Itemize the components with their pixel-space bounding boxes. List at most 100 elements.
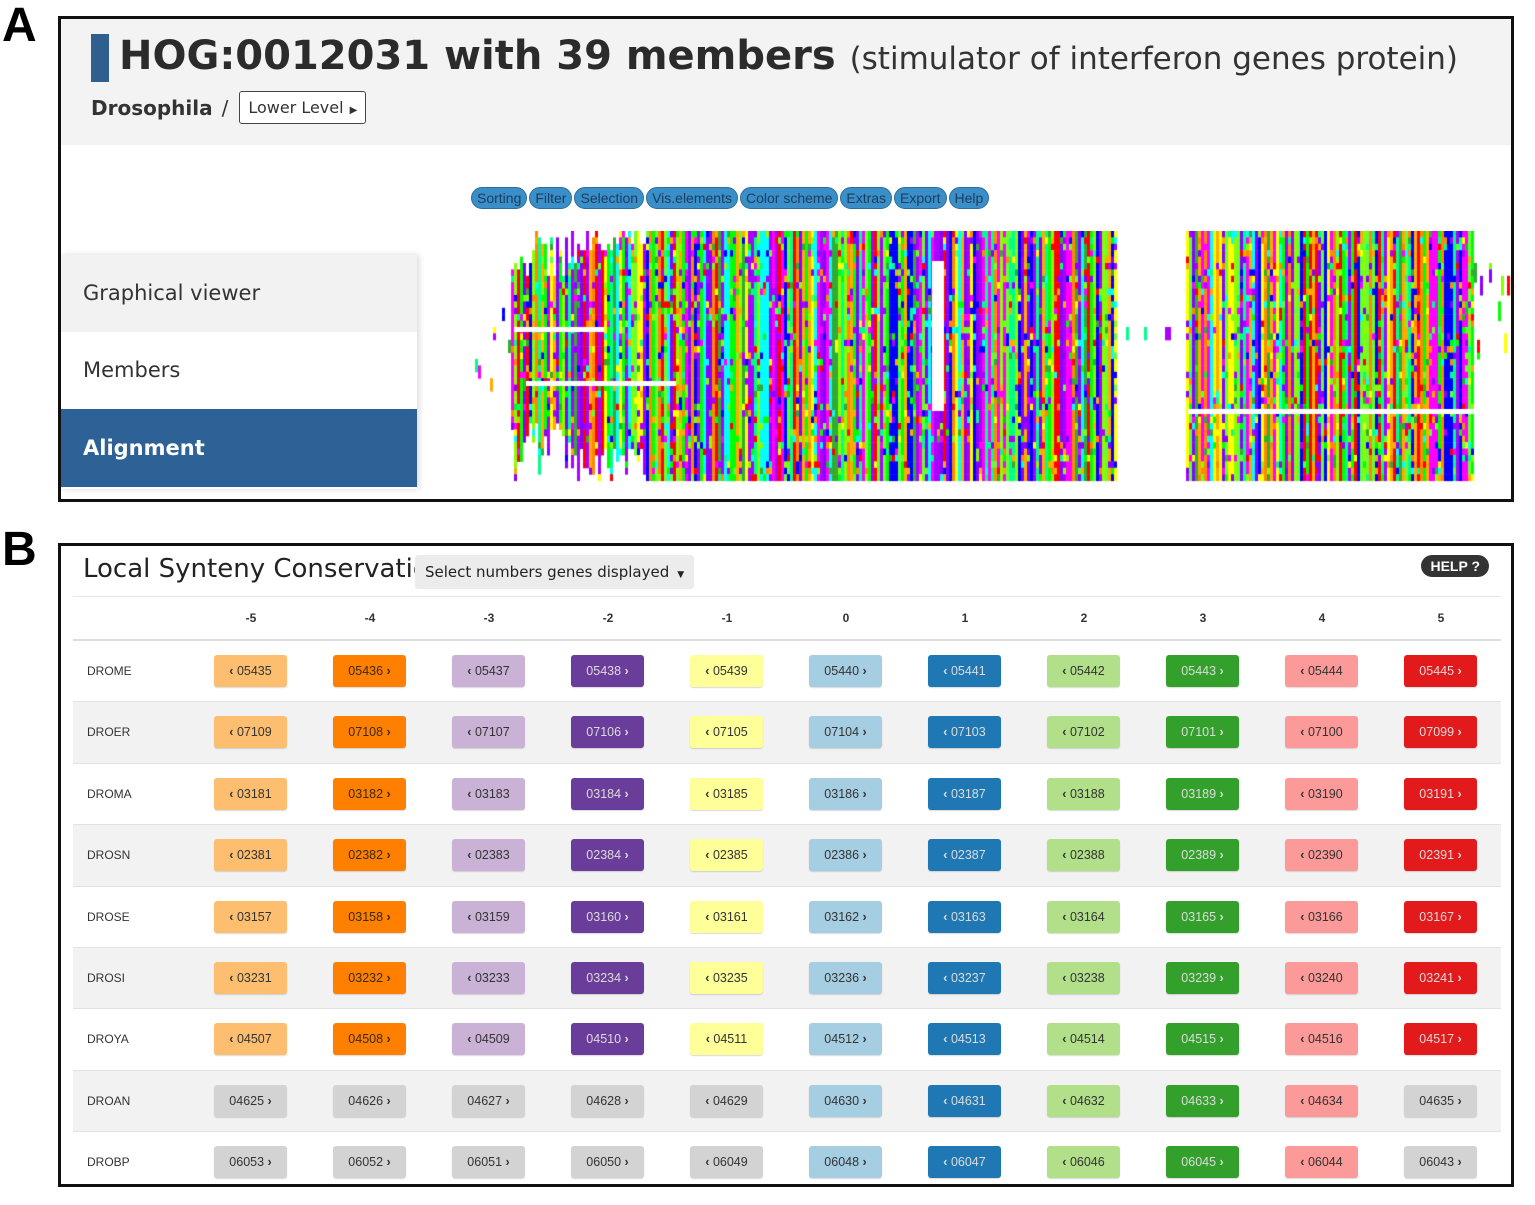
gene-button[interactable]: ‹ 03159 <box>452 900 525 933</box>
gene-button[interactable]: ‹ 05444 <box>1285 655 1358 687</box>
help-button[interactable]: Help <box>948 187 990 209</box>
gene-button[interactable]: ‹ 04516 <box>1285 1023 1358 1056</box>
gene-button[interactable]: ‹ 03238 <box>1047 961 1120 994</box>
gene-button[interactable]: ‹ 04513 <box>928 1023 1001 1056</box>
gene-count-select[interactable]: Select numbers genes displayed ▼ <box>415 555 695 589</box>
selection-button[interactable]: Selection <box>574 187 645 209</box>
gene-button[interactable]: ‹ 06046 <box>1047 1146 1120 1179</box>
gene-button[interactable]: 03241 › <box>1404 961 1477 994</box>
gene-button[interactable]: 03236 › <box>809 961 882 994</box>
gene-button[interactable]: ‹ 03188 <box>1047 777 1120 810</box>
gene-button[interactable]: ‹ 04634 <box>1285 1084 1358 1117</box>
gene-button[interactable]: ‹ 07103 <box>928 716 1001 749</box>
gene-button[interactable]: ‹ 03237 <box>928 961 1001 994</box>
gene-button[interactable]: 03232 › <box>333 961 406 994</box>
gene-button[interactable]: ‹ 07102 <box>1047 716 1120 749</box>
extras-button[interactable]: Extras <box>840 187 893 209</box>
color-scheme-button[interactable]: Color scheme <box>739 187 839 209</box>
gene-button[interactable]: 07101 › <box>1166 716 1239 749</box>
gene-button[interactable]: 04633 › <box>1166 1084 1239 1117</box>
gene-button[interactable]: 03167 › <box>1404 900 1477 933</box>
gene-button[interactable]: 07099 › <box>1404 716 1477 749</box>
gene-button[interactable]: 07104 › <box>809 716 882 749</box>
gene-button[interactable]: ‹ 04632 <box>1047 1084 1120 1117</box>
gene-button[interactable]: ‹ 06047 <box>928 1146 1001 1179</box>
gene-button[interactable]: ‹ 02388 <box>1047 839 1120 872</box>
gene-button[interactable]: ‹ 03187 <box>928 777 1001 810</box>
gene-button[interactable]: 04627 › <box>452 1084 525 1117</box>
gene-button[interactable]: 05443 › <box>1166 655 1239 687</box>
gene-button[interactable]: ‹ 02385 <box>690 839 763 872</box>
gene-button[interactable]: ‹ 02383 <box>452 839 525 872</box>
gene-button[interactable]: ‹ 06044 <box>1285 1146 1358 1179</box>
gene-button[interactable]: 03239 › <box>1166 961 1239 994</box>
gene-button[interactable]: ‹ 03181 <box>214 777 287 810</box>
gene-button[interactable]: ‹ 03163 <box>928 900 1001 933</box>
gene-button[interactable]: ‹ 04511 <box>690 1023 763 1056</box>
gene-button[interactable]: ‹ 06049 <box>690 1146 763 1179</box>
gene-button[interactable]: 04626 › <box>333 1084 406 1117</box>
gene-button[interactable]: 04517 › <box>1404 1023 1477 1056</box>
gene-button[interactable]: ‹ 07107 <box>452 716 525 749</box>
gene-button[interactable]: 02391 › <box>1404 839 1477 872</box>
gene-button[interactable]: 07106 › <box>571 716 644 749</box>
gene-button[interactable]: 06051 › <box>452 1146 525 1179</box>
gene-button[interactable]: ‹ 05442 <box>1047 655 1120 687</box>
gene-button[interactable]: ‹ 04631 <box>928 1084 1001 1117</box>
filter-button[interactable]: Filter <box>529 187 573 209</box>
gene-button[interactable]: 06043 › <box>1404 1146 1477 1179</box>
gene-button[interactable]: ‹ 03190 <box>1285 777 1358 810</box>
gene-button[interactable]: 06052 › <box>333 1146 406 1179</box>
gene-button[interactable]: ‹ 05439 <box>690 655 763 687</box>
gene-button[interactable]: 05436 › <box>333 655 406 687</box>
gene-button[interactable]: ‹ 02387 <box>928 839 1001 872</box>
gene-button[interactable]: ‹ 03183 <box>452 777 525 810</box>
gene-button[interactable]: 03182 › <box>333 777 406 810</box>
gene-button[interactable]: ‹ 05437 <box>452 655 525 687</box>
synteny-help-button[interactable]: HELP ? <box>1421 555 1489 577</box>
gene-button[interactable]: 05440 › <box>809 655 882 687</box>
gene-button[interactable]: 04512 › <box>809 1023 882 1056</box>
sorting-button[interactable]: Sorting <box>471 187 528 209</box>
gene-button[interactable]: ‹ 04514 <box>1047 1023 1120 1056</box>
alignment-overview[interactable] <box>466 231 1511 483</box>
gene-button[interactable]: ‹ 03235 <box>690 961 763 994</box>
gene-button[interactable]: 02382 › <box>333 839 406 872</box>
breadcrumb-taxon[interactable]: Drosophila <box>91 96 213 120</box>
vis-elements-button[interactable]: Vis.elements <box>646 187 738 209</box>
gene-button[interactable]: 03189 › <box>1166 777 1239 810</box>
gene-button[interactable]: ‹ 07109 <box>214 716 287 749</box>
gene-button[interactable]: 03165 › <box>1166 900 1239 933</box>
gene-button[interactable]: 02386 › <box>809 839 882 872</box>
gene-button[interactable]: 04508 › <box>333 1023 406 1056</box>
gene-button[interactable]: ‹ 04507 <box>214 1023 287 1056</box>
gene-button[interactable]: ‹ 07100 <box>1285 716 1358 749</box>
gene-button[interactable]: 03186 › <box>809 777 882 810</box>
gene-button[interactable]: ‹ 03157 <box>214 900 287 933</box>
lower-level-button[interactable]: Lower Level ▶ <box>239 91 367 124</box>
gene-button[interactable]: 06045 › <box>1166 1146 1239 1179</box>
gene-button[interactable]: ‹ 03233 <box>452 961 525 994</box>
gene-button[interactable]: 04630 › <box>809 1084 882 1117</box>
gene-button[interactable]: 03158 › <box>333 900 406 933</box>
gene-button[interactable]: 04635 › <box>1404 1084 1477 1117</box>
gene-button[interactable]: ‹ 03231 <box>214 961 287 994</box>
gene-button[interactable]: 06048 › <box>809 1146 882 1179</box>
gene-button[interactable]: ‹ 03161 <box>690 900 763 933</box>
tab-members[interactable]: Members <box>61 332 417 409</box>
tab-alignment[interactable]: Alignment <box>61 409 417 487</box>
gene-button[interactable]: ‹ 03166 <box>1285 900 1358 933</box>
gene-button[interactable]: 04628 › <box>571 1084 644 1117</box>
gene-button[interactable]: 05438 › <box>571 655 644 687</box>
gene-button[interactable]: ‹ 05435 <box>214 655 287 687</box>
tab-graphical-viewer[interactable]: Graphical viewer <box>61 255 417 332</box>
gene-button[interactable]: ‹ 07105 <box>690 716 763 749</box>
gene-button[interactable]: 07108 › <box>333 716 406 749</box>
gene-button[interactable]: 02384 › <box>571 839 644 872</box>
gene-button[interactable]: 03162 › <box>809 900 882 933</box>
gene-button[interactable]: 06050 › <box>571 1146 644 1179</box>
gene-button[interactable]: ‹ 03240 <box>1285 961 1358 994</box>
gene-button[interactable]: ‹ 02390 <box>1285 839 1358 872</box>
gene-button[interactable]: 03234 › <box>571 961 644 994</box>
gene-button[interactable]: 03191 › <box>1404 777 1477 810</box>
